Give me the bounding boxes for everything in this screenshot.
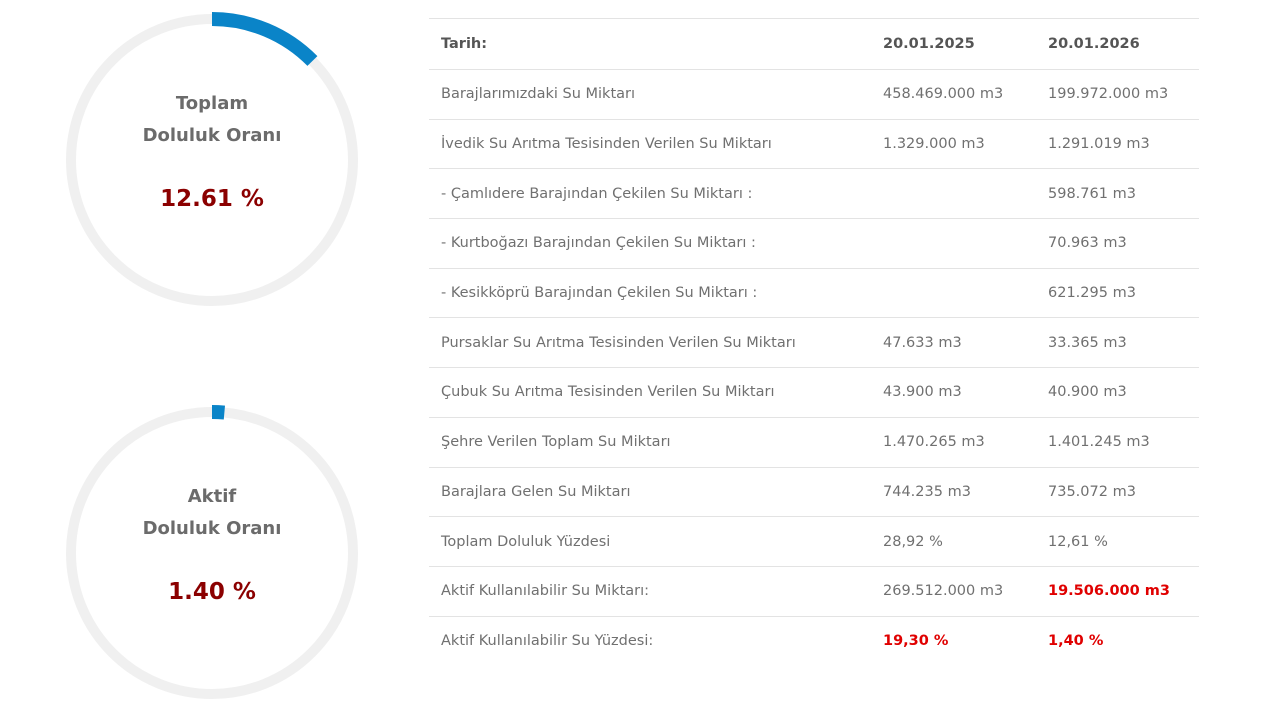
table-row: Barajlara Gelen Su Miktarı 744.235 m3 73… — [429, 467, 1199, 517]
table-row: - Kurtboğazı Barajından Çekilen Su Mikta… — [429, 218, 1199, 269]
table-row: İvedik Su Arıtma Tesisinden Verilen Su M… — [429, 119, 1199, 169]
row-label: Barajlarımızdaki Su Miktarı — [441, 86, 636, 103]
table-row: Pursaklar Su Arıtma Tesisinden Verilen S… — [429, 317, 1199, 368]
row-value-2026: 621.295 m3 — [1048, 285, 1136, 302]
total-fill-value: 12.61 % — [160, 186, 264, 212]
row-value-2025: 1.470.265 m3 — [883, 434, 985, 451]
water-data-table: Tarih: 20.01.2025 20.01.2026 Barajlarımı… — [429, 18, 1199, 666]
row-label: - Çamlıdere Barajından Çekilen Su Miktar… — [441, 185, 753, 202]
row-label: - Kesikköprü Barajından Çekilen Su Mikta… — [441, 285, 758, 302]
gauge-fill-arc — [64, 405, 360, 701]
row-value-2026: 199.972.000 m3 — [1048, 86, 1169, 103]
active-fill-title-line2: Doluluk Oranı — [142, 518, 282, 539]
gauge-fill-arc — [64, 12, 360, 308]
total-fill-title-line1: Toplam — [175, 93, 249, 114]
row-value-2025: 458.469.000 m3 — [883, 86, 1004, 103]
row-label: Toplam Doluluk Yüzdesi — [441, 533, 611, 550]
row-value-2025: 47.633 m3 — [883, 334, 962, 351]
row-label: Aktif Kullanılabilir Su Miktarı: — [441, 583, 650, 600]
row-value-2026: 40.900 m3 — [1048, 384, 1127, 401]
water-data-table-container: Tarih: 20.01.2025 20.01.2026 Barajlarımı… — [429, 18, 1199, 666]
table-row: Barajlarımızdaki Su Miktarı 458.469.000 … — [429, 69, 1199, 120]
row-value-2026: 735.072 m3 — [1048, 483, 1136, 500]
row-value-2026: 1.291.019 m3 — [1048, 136, 1150, 153]
total-fill-ring — [64, 12, 360, 308]
table-row: Çubuk Su Arıtma Tesisinden Verilen Su Mi… — [429, 367, 1199, 418]
row-value-2026: 598.761 m3 — [1048, 185, 1136, 202]
table-row: Şehre Verilen Toplam Su Miktarı 1.470.26… — [429, 417, 1199, 467]
table-row: - Kesikköprü Barajından Çekilen Su Mikta… — [429, 268, 1199, 318]
header-date-label: Tarih: — [441, 36, 488, 52]
row-value-2025: 744.235 m3 — [883, 483, 971, 500]
row-value-2025 — [871, 219, 1036, 269]
header-date-2025: 20.01.2025 — [883, 36, 975, 52]
active-fill-title-line1: Aktif — [187, 486, 237, 507]
row-value-2025-alert: 19,30 % — [883, 633, 949, 650]
row-value-2026: 33.365 m3 — [1048, 334, 1127, 351]
row-label: İvedik Su Arıtma Tesisinden Verilen Su M… — [441, 136, 772, 153]
row-value-2025 — [871, 169, 1036, 219]
total-fill-gauge: Toplam Doluluk Oranı 12.61 % — [62, 10, 362, 310]
row-label: Pursaklar Su Arıtma Tesisinden Verilen S… — [441, 334, 796, 351]
row-label: Aktif Kullanılabilir Su Yüzdesi: — [441, 633, 654, 650]
header-date-2026: 20.01.2026 — [1048, 36, 1140, 52]
row-value-2025: 43.900 m3 — [883, 384, 962, 401]
table-row: Aktif Kullanılabilir Su Miktarı: 269.512… — [429, 566, 1199, 616]
row-value-2025: 269.512.000 m3 — [883, 583, 1004, 600]
table-row: Toplam Doluluk Yüzdesi 28,92 % 12,61 % — [429, 516, 1199, 567]
row-label: - Kurtboğazı Barajından Çekilen Su Mikta… — [441, 235, 756, 252]
row-label: Barajlara Gelen Su Miktarı — [441, 483, 631, 500]
row-value-2025: 28,92 % — [883, 533, 943, 550]
row-value-2026-alert: 19.506.000 m3 — [1048, 583, 1170, 600]
active-fill-gauge: Aktif Doluluk Oranı 1.40 % — [62, 403, 362, 703]
table-row: - Çamlıdere Barajından Çekilen Su Miktar… — [429, 168, 1199, 219]
row-value-2026-alert: 1,40 % — [1048, 633, 1104, 650]
row-value-2026: 70.963 m3 — [1048, 235, 1127, 252]
table-row: Aktif Kullanılabilir Su Yüzdesi: 19,30 %… — [429, 616, 1199, 666]
row-label: Çubuk Su Arıtma Tesisinden Verilen Su Mi… — [441, 384, 775, 401]
row-value-2026: 12,61 % — [1048, 533, 1108, 550]
row-value-2025: 1.329.000 m3 — [883, 136, 985, 153]
row-value-2026: 1.401.245 m3 — [1048, 434, 1150, 451]
active-fill-value: 1.40 % — [168, 579, 256, 605]
row-value-2025 — [871, 268, 1036, 318]
row-label: Şehre Verilen Toplam Su Miktarı — [441, 434, 671, 451]
active-fill-ring — [64, 405, 360, 701]
table-header-row: Tarih: 20.01.2025 20.01.2026 — [429, 18, 1199, 70]
total-fill-title-line2: Doluluk Oranı — [142, 125, 282, 146]
